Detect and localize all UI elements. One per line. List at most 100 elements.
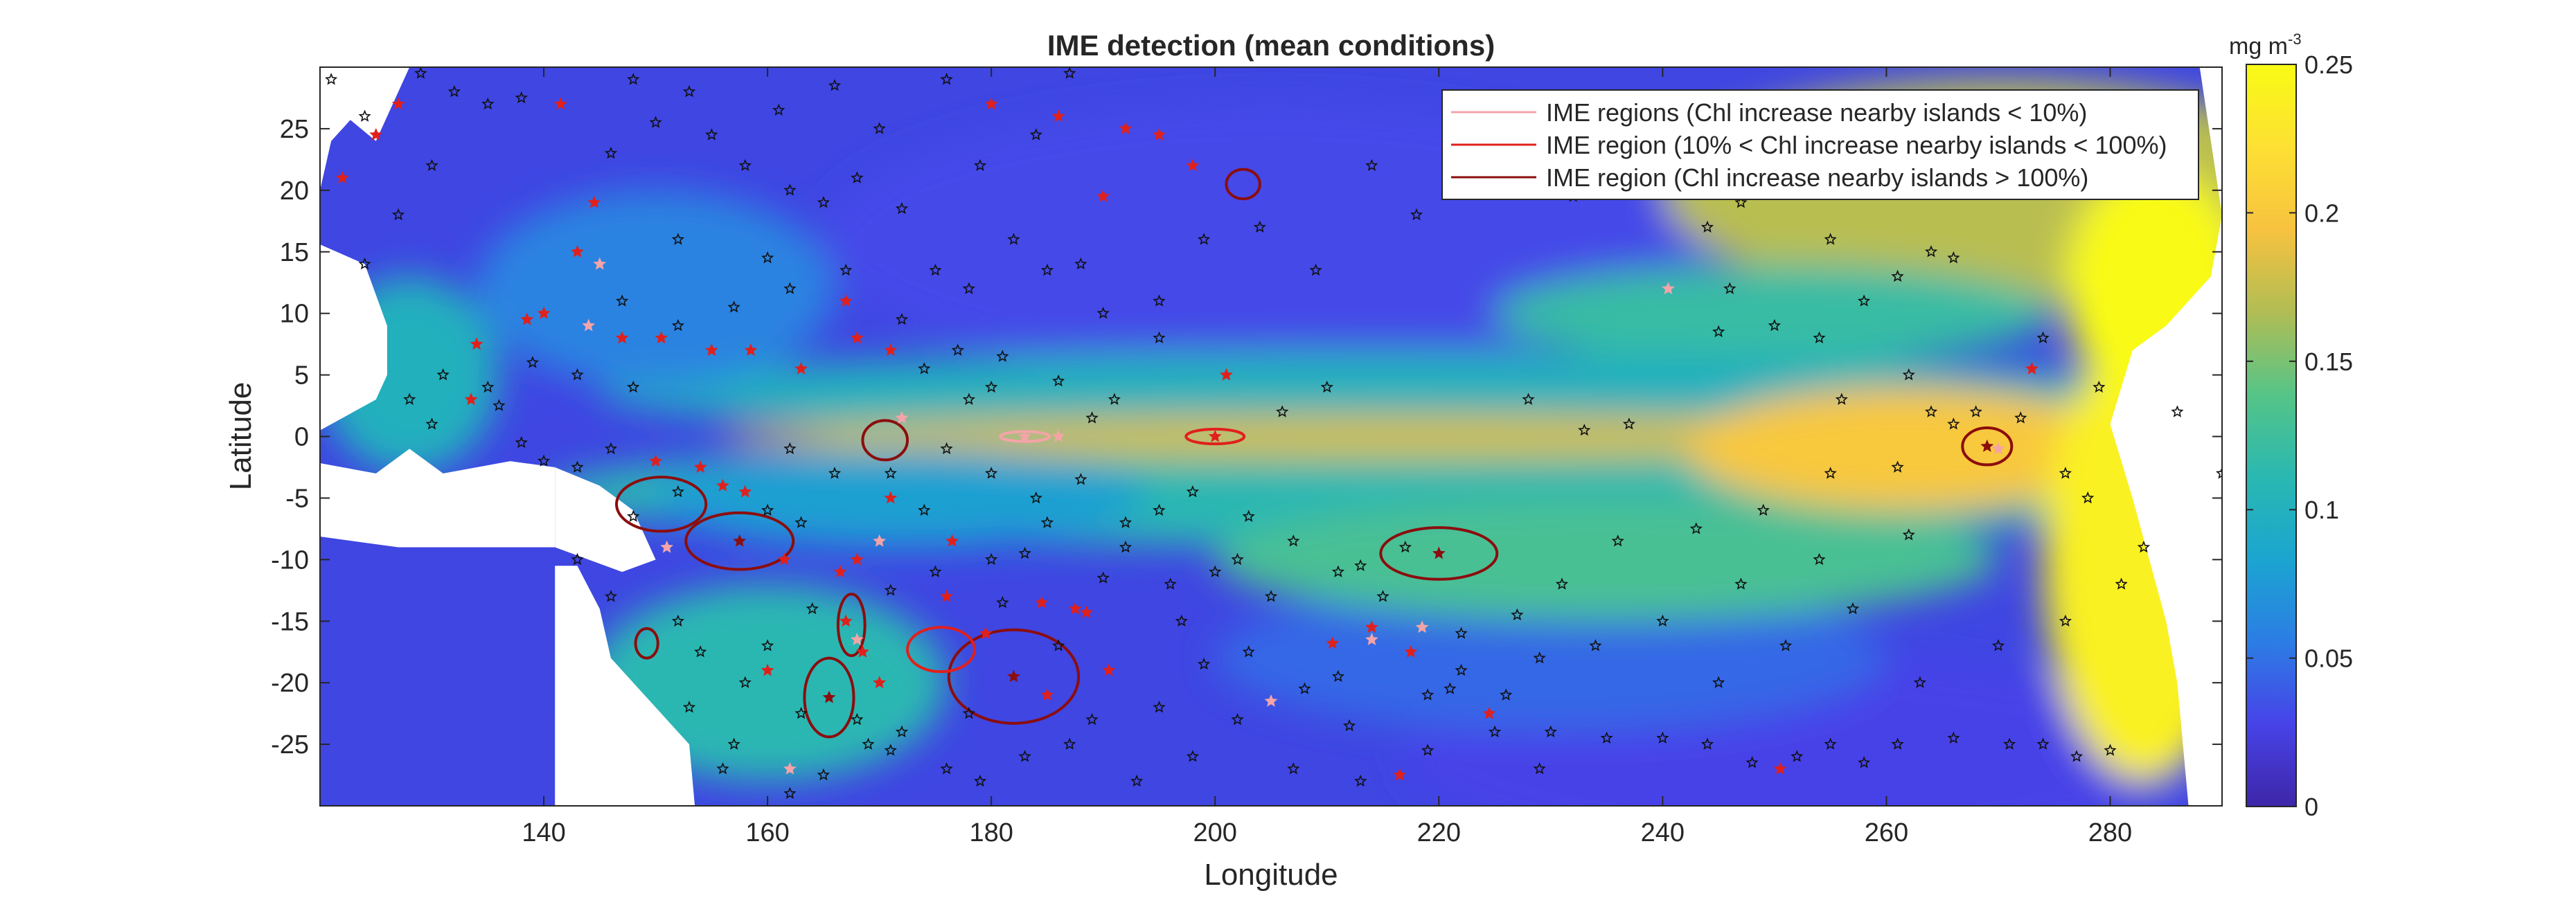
- island-star: [951, 343, 964, 356]
- island-star: [1511, 608, 1524, 621]
- colorbar-frame: [2246, 64, 2297, 807]
- island-star: [1913, 676, 1926, 688]
- island-star: [1063, 737, 1076, 750]
- ime-island-marker: [833, 565, 847, 578]
- island-star: [1052, 374, 1065, 387]
- island-star: [1813, 552, 1826, 566]
- colorbar-ramp: [2246, 64, 2296, 807]
- island-star: [1824, 233, 1837, 245]
- island-star: [2137, 540, 2151, 553]
- island-star: [1578, 424, 1591, 436]
- island-star: [1824, 467, 1837, 479]
- island-star: [1813, 331, 1826, 343]
- x-tick-label: 160: [745, 818, 789, 847]
- island-star: [515, 435, 528, 449]
- ime-island-marker: [716, 478, 729, 492]
- island-star: [1242, 645, 1255, 658]
- x-axis: 140 160 180 200 220 240 260 280: [522, 67, 2132, 847]
- ime-island-marker: [470, 337, 483, 350]
- island-star: [1153, 503, 1166, 516]
- island-star: [738, 159, 752, 171]
- island-star: [694, 645, 707, 658]
- island-star: [1410, 208, 1423, 221]
- ime-island-marker: [464, 393, 478, 406]
- island-star: [828, 467, 842, 479]
- island-star: [918, 503, 931, 516]
- island-star: [2059, 614, 2072, 627]
- island-star: [571, 368, 584, 381]
- island-star: [1119, 516, 1132, 528]
- ime-region-contour: [861, 419, 909, 462]
- ime-island-marker: [783, 762, 797, 775]
- island-star: [2014, 411, 2027, 424]
- ime-regions: [615, 168, 2014, 739]
- island-star: [1074, 257, 1087, 270]
- island-star: [794, 516, 808, 528]
- island-star: [1902, 368, 1915, 381]
- y-tick-label: 25: [280, 115, 309, 144]
- ime-region-contour: [906, 626, 976, 674]
- ime-island-marker: [655, 331, 668, 344]
- island-star: [1734, 196, 1748, 208]
- island-star: [1331, 669, 1345, 682]
- ime-island-marker: [794, 361, 808, 375]
- ime-region-contour: [803, 656, 855, 739]
- island-star: [895, 313, 909, 325]
- ime-island-marker: [1404, 645, 1418, 658]
- ime-region-contour: [634, 627, 659, 660]
- x-tick-label: 280: [2088, 818, 2132, 847]
- island-star: [2104, 744, 2117, 756]
- island-star: [1096, 571, 1110, 584]
- island-star: [1186, 485, 1200, 498]
- island-star: [2115, 577, 2128, 590]
- island-star: [627, 380, 640, 393]
- island-star: [604, 146, 618, 159]
- island-star: [884, 584, 897, 596]
- subtropical-south-patch: [1215, 584, 1887, 732]
- y-tick-label: -5: [285, 484, 309, 513]
- ime-island-marker: [1661, 282, 1675, 295]
- island-star: [1589, 639, 1602, 651]
- colorbar-tick-label: 0.15: [2304, 348, 2353, 376]
- island-star: [1231, 552, 1244, 566]
- ime-island-marker: [537, 306, 551, 319]
- ime-region-contour: [615, 476, 708, 533]
- island-star: [604, 590, 618, 602]
- ime-island-marker: [582, 318, 596, 332]
- island-star: [1611, 534, 1624, 547]
- island-star: [324, 73, 338, 85]
- ime-island-marker: [839, 614, 853, 627]
- island-star: [817, 768, 830, 781]
- island-star: [929, 565, 942, 577]
- island-star: [817, 196, 830, 208]
- island-star: [1791, 750, 1804, 762]
- y-tick-label: 0: [294, 423, 309, 452]
- ime-island-marker: [1991, 442, 2005, 455]
- island-star: [1947, 251, 1960, 264]
- island-star: [940, 442, 953, 455]
- y-axis-label: Latitude: [224, 382, 258, 491]
- island-star: [895, 725, 909, 738]
- legend-entry-label: IME region (10% < Chl increase nearby is…: [1546, 131, 2167, 159]
- island-star: [1018, 750, 1031, 762]
- island-star: [940, 73, 953, 85]
- ime-island-marker: [1415, 620, 1429, 633]
- island-star: [1242, 510, 1255, 522]
- island-star: [2059, 467, 2072, 479]
- colorbar-unit-exponent: -3: [2288, 30, 2302, 48]
- island-star: [671, 233, 684, 245]
- island-star: [1902, 528, 1915, 541]
- island-star: [1119, 540, 1132, 553]
- ime-island-marker: [777, 552, 791, 566]
- land-masks: [320, 67, 2222, 806]
- x-tick-label: 200: [1193, 818, 1237, 847]
- ime-island-marker: [571, 244, 584, 258]
- ime-island-marker: [649, 454, 663, 467]
- ime-island-marker: [1153, 127, 1166, 141]
- island-star: [1924, 245, 1938, 258]
- ime-region-contour: [836, 593, 867, 658]
- island-star: [1018, 546, 1031, 559]
- land-new-guinea-west: [320, 449, 556, 548]
- ime-island-marker: [593, 257, 607, 270]
- island-star: [1824, 737, 1837, 750]
